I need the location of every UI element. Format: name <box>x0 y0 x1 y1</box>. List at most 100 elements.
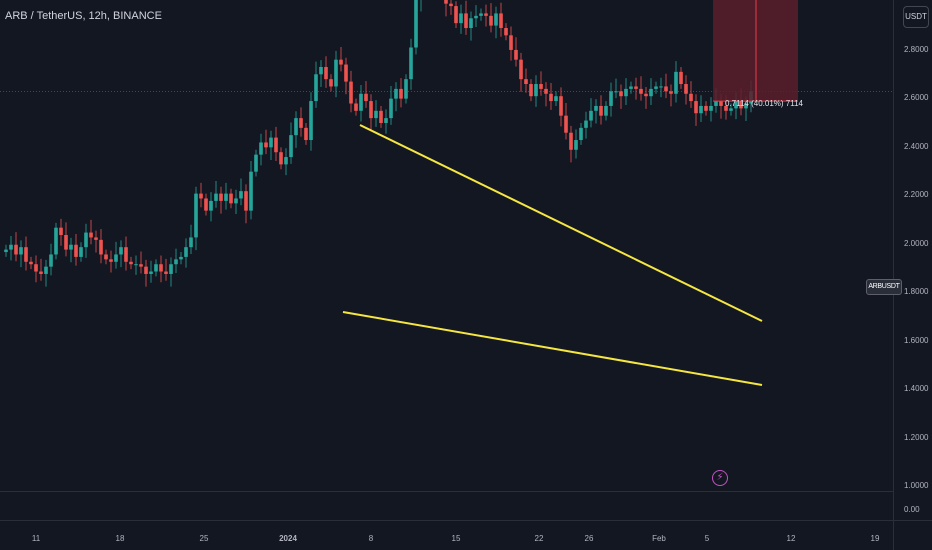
candle-body <box>569 132 573 150</box>
candle-body <box>39 271 43 274</box>
y-tick-label: 1.4000 <box>904 384 929 393</box>
candle-body <box>224 193 228 201</box>
candle-body <box>19 247 23 255</box>
candle-body <box>234 198 238 204</box>
candle-body <box>374 110 378 119</box>
candle-body <box>244 191 248 211</box>
candle-body <box>489 15 493 26</box>
x-tick-label: 5 <box>705 534 710 543</box>
y-tick-label: 2.8000 <box>904 45 929 54</box>
y-tick-label: 1.6000 <box>904 336 929 345</box>
candle-body <box>254 154 258 172</box>
candle-body <box>54 227 58 255</box>
candle-body <box>64 234 68 250</box>
x-tick-label: 26 <box>585 534 594 543</box>
candle-body <box>199 193 203 199</box>
candle-body <box>299 118 303 128</box>
candle-body <box>114 254 118 262</box>
candle-body <box>519 59 523 80</box>
candle-body <box>604 105 608 116</box>
candle-body <box>729 108 733 111</box>
candle-body <box>259 142 263 155</box>
candle-body <box>704 105 708 111</box>
candle-body <box>329 79 333 87</box>
candle-body <box>159 264 163 272</box>
candle-body <box>334 59 338 87</box>
x-tick-label: Feb <box>652 534 666 543</box>
candle-body <box>344 64 348 82</box>
candle-body <box>574 140 578 150</box>
symbol-title[interactable]: ARB / TetherUS, 12h, BINANCE <box>5 10 162 22</box>
lower-trendline <box>342 311 763 386</box>
candle-body <box>229 193 233 204</box>
candle-body <box>74 244 78 257</box>
candle-body <box>409 47 413 80</box>
x-tick-label: 19 <box>871 534 880 543</box>
candle-body <box>49 254 53 267</box>
candle-body <box>94 237 98 240</box>
candle-body <box>644 93 648 97</box>
candle-body <box>109 259 113 262</box>
candle-body <box>464 13 468 29</box>
candle-body <box>594 105 598 111</box>
candle-body <box>599 105 603 116</box>
candle-body <box>24 247 28 262</box>
candle-body <box>589 110 593 121</box>
candle-body <box>249 171 253 211</box>
candle-body <box>499 13 503 29</box>
candle-body <box>709 105 713 111</box>
candle-body <box>674 71 678 94</box>
candle-body <box>189 237 193 248</box>
candle-body <box>619 91 623 97</box>
candle-body <box>454 6 458 24</box>
candle-body <box>239 191 243 199</box>
candle-body <box>339 59 343 65</box>
candle-body <box>119 247 123 255</box>
candle-body <box>404 79 408 99</box>
candle-body <box>14 244 18 255</box>
x-tick-label: 2024 <box>279 534 297 543</box>
candle-body <box>354 103 358 111</box>
x-tick-label: 11 <box>32 534 41 543</box>
candle-body <box>384 118 388 123</box>
candle-body <box>449 3 453 7</box>
candle-body <box>609 91 613 106</box>
candle-body <box>629 86 633 89</box>
currency-button[interactable]: USDT <box>903 6 929 28</box>
candle-body <box>534 84 538 97</box>
candle-body <box>444 0 448 4</box>
candle-body <box>279 152 283 165</box>
candle-body <box>694 101 698 114</box>
candle-body <box>304 127 308 141</box>
candle-body <box>389 98 393 119</box>
x-tick-label: 15 <box>452 534 461 543</box>
candle-body <box>294 118 298 136</box>
candle-body <box>4 249 8 253</box>
candle-body <box>179 256 183 260</box>
candle-body <box>664 86 668 92</box>
y-tick-label: 1.0000 <box>904 481 929 490</box>
lightning-bolt-icon[interactable]: ⚡ <box>712 470 728 486</box>
candle-body <box>634 86 638 89</box>
candle-body <box>359 93 363 111</box>
candle-body <box>549 93 553 102</box>
y-tick-label: 0.00 <box>904 505 920 514</box>
candle-body <box>559 96 563 116</box>
candle-body <box>314 74 318 102</box>
candle-body <box>724 105 728 111</box>
candle-body <box>364 93 368 102</box>
candle-body <box>719 101 723 106</box>
candle-body <box>369 101 373 119</box>
candle-body <box>219 193 223 201</box>
x-tick-label: 12 <box>787 534 796 543</box>
candle-body <box>264 142 268 148</box>
y-tick-label: 2.6000 <box>904 93 929 102</box>
candle-body <box>544 88 548 94</box>
candle-body <box>679 71 683 85</box>
candle-body <box>514 49 518 60</box>
candle-body <box>149 271 153 274</box>
x-tick-label: 18 <box>116 534 125 543</box>
candle-body <box>209 200 213 211</box>
x-tick-label: 8 <box>369 534 374 543</box>
